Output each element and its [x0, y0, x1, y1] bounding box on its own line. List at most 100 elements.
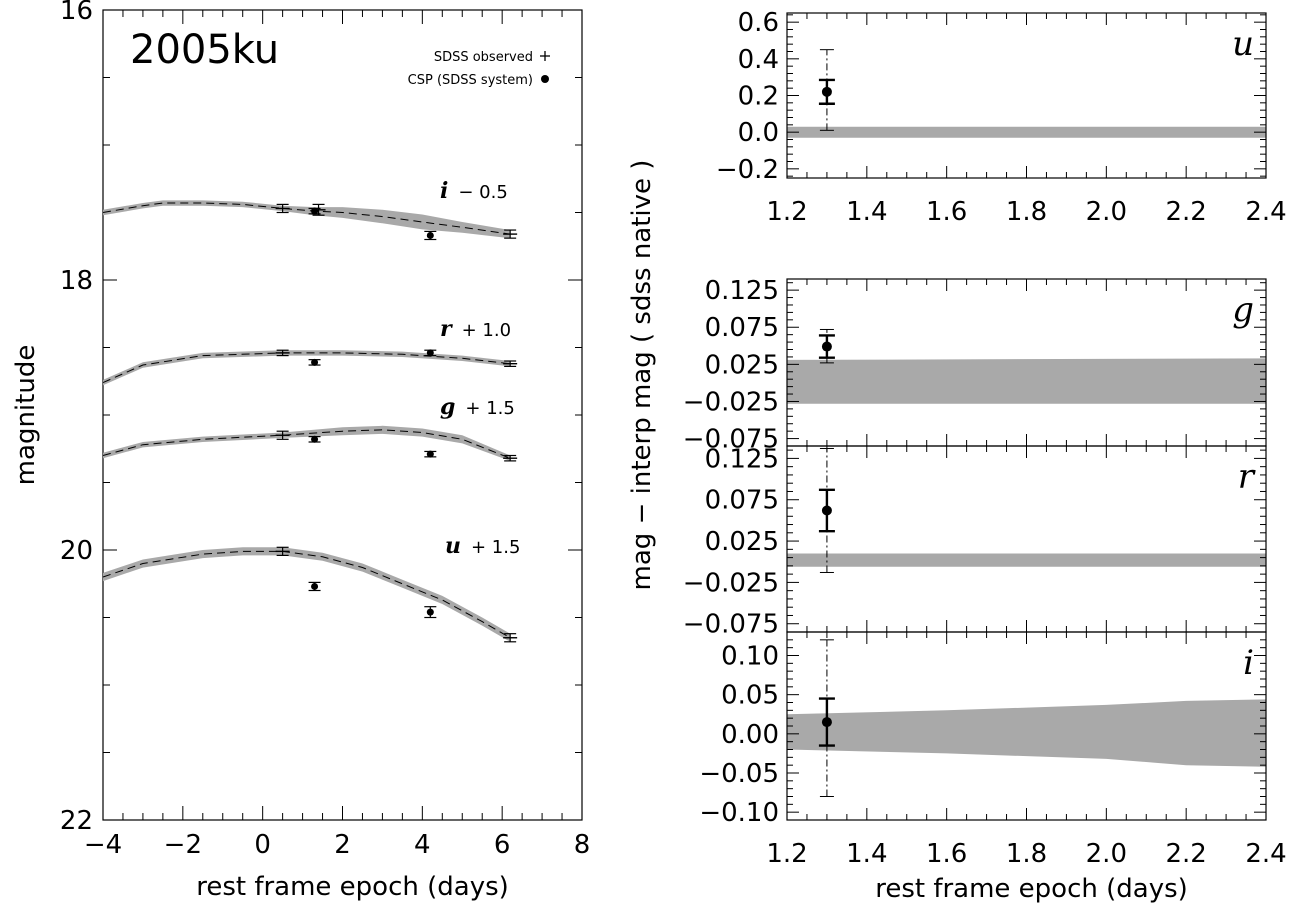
uncertainty-band	[787, 553, 1266, 567]
x-tick-label: 2.2	[1165, 197, 1206, 227]
y-tick-label: −0.05	[699, 759, 779, 789]
y-tick-label: 0.025	[705, 350, 779, 380]
y-tick-label: 0.075	[705, 313, 779, 343]
series-g: g + 1.5	[102, 394, 518, 462]
template-line-r	[102, 352, 511, 384]
legend-label: CSP (SDSS system)	[408, 73, 533, 88]
y-tick-label: 0.125	[705, 276, 779, 306]
x-tick-label: 2.2	[1165, 839, 1206, 869]
template-line-u	[102, 550, 511, 639]
legend-label: SDSS observed	[434, 50, 533, 65]
panel-band-label: u	[1232, 24, 1254, 64]
uncertainty-band	[787, 358, 1266, 404]
panel-frame	[786, 445, 1267, 633]
series-r: r + 1.0	[102, 316, 518, 386]
csp-point	[426, 608, 434, 616]
y-tick-label: −0.2	[716, 155, 779, 185]
residual-point	[821, 86, 832, 97]
x-tick-label: −2	[164, 830, 202, 860]
csp-point	[311, 207, 319, 215]
csp-point	[311, 582, 319, 590]
x-axis-label: rest frame epoch (days)	[196, 872, 509, 902]
y-tick-label: 0.10	[721, 642, 779, 672]
csp-point	[426, 450, 434, 458]
csp-point	[311, 358, 319, 366]
band-name: u	[445, 533, 461, 559]
y-tick-label: 0.025	[705, 527, 779, 557]
band-name: g	[440, 394, 455, 420]
y-tick-label: −0.025	[683, 387, 779, 417]
template-band-g	[103, 425, 511, 461]
band-offset: + 1.5	[471, 537, 520, 558]
csp-point	[311, 435, 319, 443]
y-tick-label: 0.00	[721, 720, 779, 750]
x-tick-label: 1.4	[846, 839, 887, 869]
x-tick-label: 6	[494, 830, 511, 860]
residual-point	[821, 505, 832, 516]
band-label-u: u + 1.5	[445, 533, 520, 559]
y-tick-label: −0.10	[699, 798, 779, 828]
template-band-u	[103, 547, 511, 642]
band-label-r: r + 1.0	[440, 316, 511, 342]
x-tick-label: 1.6	[926, 839, 967, 869]
uncertainty-band	[787, 699, 1266, 767]
x-tick-label: 2.4	[1245, 839, 1286, 869]
series-u: u + 1.5	[102, 533, 520, 643]
x-tick-label: −4	[84, 830, 122, 860]
x-tick-label: 0	[254, 830, 271, 860]
y-tick-label: −0.025	[683, 568, 779, 598]
panel-band-label: r	[1238, 457, 1256, 497]
band-offset: + 1.0	[462, 320, 511, 341]
y-axis-label: mag − interp mag ( sdss native )	[627, 160, 657, 591]
panel-band-label: i	[1243, 643, 1254, 683]
template-line-i	[102, 202, 511, 235]
band-name: i	[440, 178, 448, 204]
csp-point	[426, 231, 434, 239]
residual-panel-u: 1.2 1.4 1.6 1.8 2.0 2.2 2.4 0.6 0.4 0.2 0.0 −0.2 u	[716, 8, 1287, 227]
panel-band-label: g	[1232, 290, 1254, 330]
band-name: r	[440, 316, 453, 342]
residual-point	[821, 717, 832, 728]
x-tick-label: 1.2	[766, 839, 807, 869]
band-label-g: g + 1.5	[440, 394, 515, 420]
y-tick-label: 0.05	[721, 681, 779, 711]
light-curve-plot: −4 −2 0 2 4 6 8 16 18 20 22 rest frame epoch (days)…	[11, 0, 590, 902]
x-tick-label: 2.0	[1086, 839, 1127, 869]
x-tick-label: 2.4	[1245, 197, 1286, 227]
template-band-r	[103, 350, 511, 386]
y-tick-label: 0.2	[738, 82, 779, 112]
residual-panel-i: 1.2 1.4 1.6 1.8 2.0 2.2 2.4 0.10 0.05 0.00 −0.05 −0…	[699, 631, 1287, 869]
residual-panel-r: 0.125 0.075 0.025 −0.025 −0.075 r	[683, 444, 1267, 640]
chart-title: 2005ku	[130, 27, 279, 73]
csp-point	[426, 349, 434, 357]
x-tick-label: 1.6	[926, 197, 967, 227]
residual-point	[821, 341, 832, 352]
x-tick-label: 1.4	[846, 197, 887, 227]
template-band-i	[103, 200, 511, 239]
band-offset: − 0.5	[458, 182, 507, 203]
y-tick-label: 0.0	[738, 118, 779, 148]
y-tick-label: −0.075	[683, 610, 779, 640]
template-line-g	[102, 429, 511, 459]
y-tick-label: 0.6	[738, 8, 779, 38]
uncertainty-band	[787, 126, 1266, 138]
legend-marker-dot	[541, 75, 549, 83]
y-tick-label: 20	[60, 536, 93, 566]
series-i: i − 0.5	[102, 178, 518, 241]
band-label-i: i − 0.5	[440, 178, 508, 204]
x-tick-label: 2	[334, 830, 351, 860]
y-tick-label: 22	[60, 806, 93, 836]
y-tick-label: −0.075	[683, 425, 779, 455]
x-tick-label: 1.8	[1006, 839, 1047, 869]
y-axis-label: magnitude	[11, 345, 41, 486]
band-offset: + 1.5	[465, 398, 514, 419]
x-tick-label: 2.0	[1086, 197, 1127, 227]
x-tick-label: 1.8	[1006, 197, 1047, 227]
y-tick-label: 18	[60, 266, 93, 296]
residual-plots: 1.2 1.4 1.6 1.8 2.0 2.2 2.4 0.6 0.4 0.2 0.0 −0.2 u 0.…	[627, 8, 1287, 904]
y-tick-label: 0.125	[705, 444, 779, 474]
x-axis-label: rest frame epoch (days)	[875, 874, 1188, 904]
y-tick-label: 0.075	[705, 486, 779, 516]
y-tick-label: 16	[60, 0, 93, 26]
